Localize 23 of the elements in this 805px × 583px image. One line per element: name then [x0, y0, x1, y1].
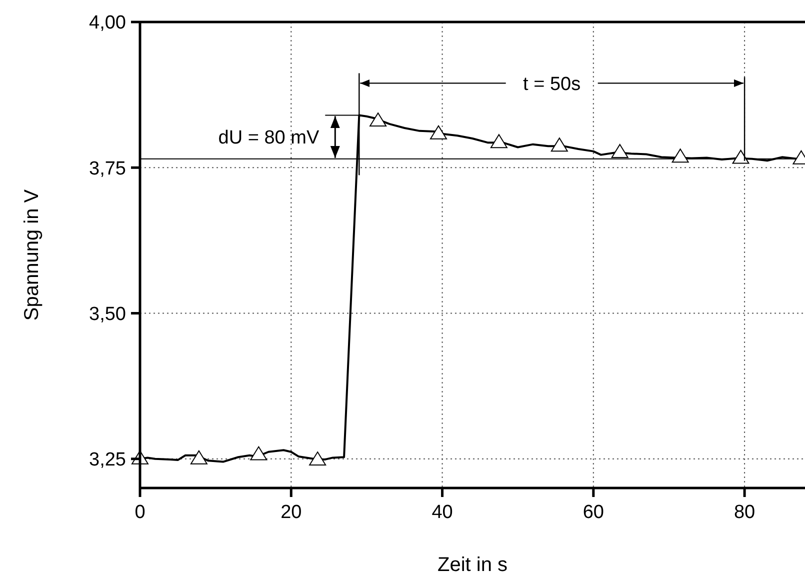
- point: [490, 134, 508, 148]
- annotation: t = 50s: [523, 74, 581, 95]
- point: [190, 450, 208, 464]
- y-tick-label: 3,50: [89, 304, 126, 325]
- point: [430, 125, 447, 140]
- x-tick-label: 60: [582, 502, 604, 523]
- point: [250, 446, 268, 460]
- point: [309, 452, 326, 466]
- point: [550, 138, 568, 152]
- x-tick-label: 40: [432, 502, 453, 523]
- y-tick-label: 3,75: [89, 158, 126, 180]
- point: [672, 148, 689, 163]
- y-tick-label: 3,25: [89, 450, 126, 471]
- point: [732, 150, 750, 164]
- annotation: dU = 80 mV: [218, 128, 320, 149]
- point: [370, 112, 387, 127]
- x-tick-label: 20: [280, 502, 302, 523]
- point: [611, 144, 628, 158]
- x-axis-title: Zeit in s: [437, 554, 508, 576]
- x-tick-label: 80: [734, 502, 756, 523]
- y-axis-title: Spannung in V: [21, 188, 43, 321]
- y-tick-label: 4,00: [89, 12, 126, 34]
- x-tick-label: 0: [134, 502, 146, 523]
